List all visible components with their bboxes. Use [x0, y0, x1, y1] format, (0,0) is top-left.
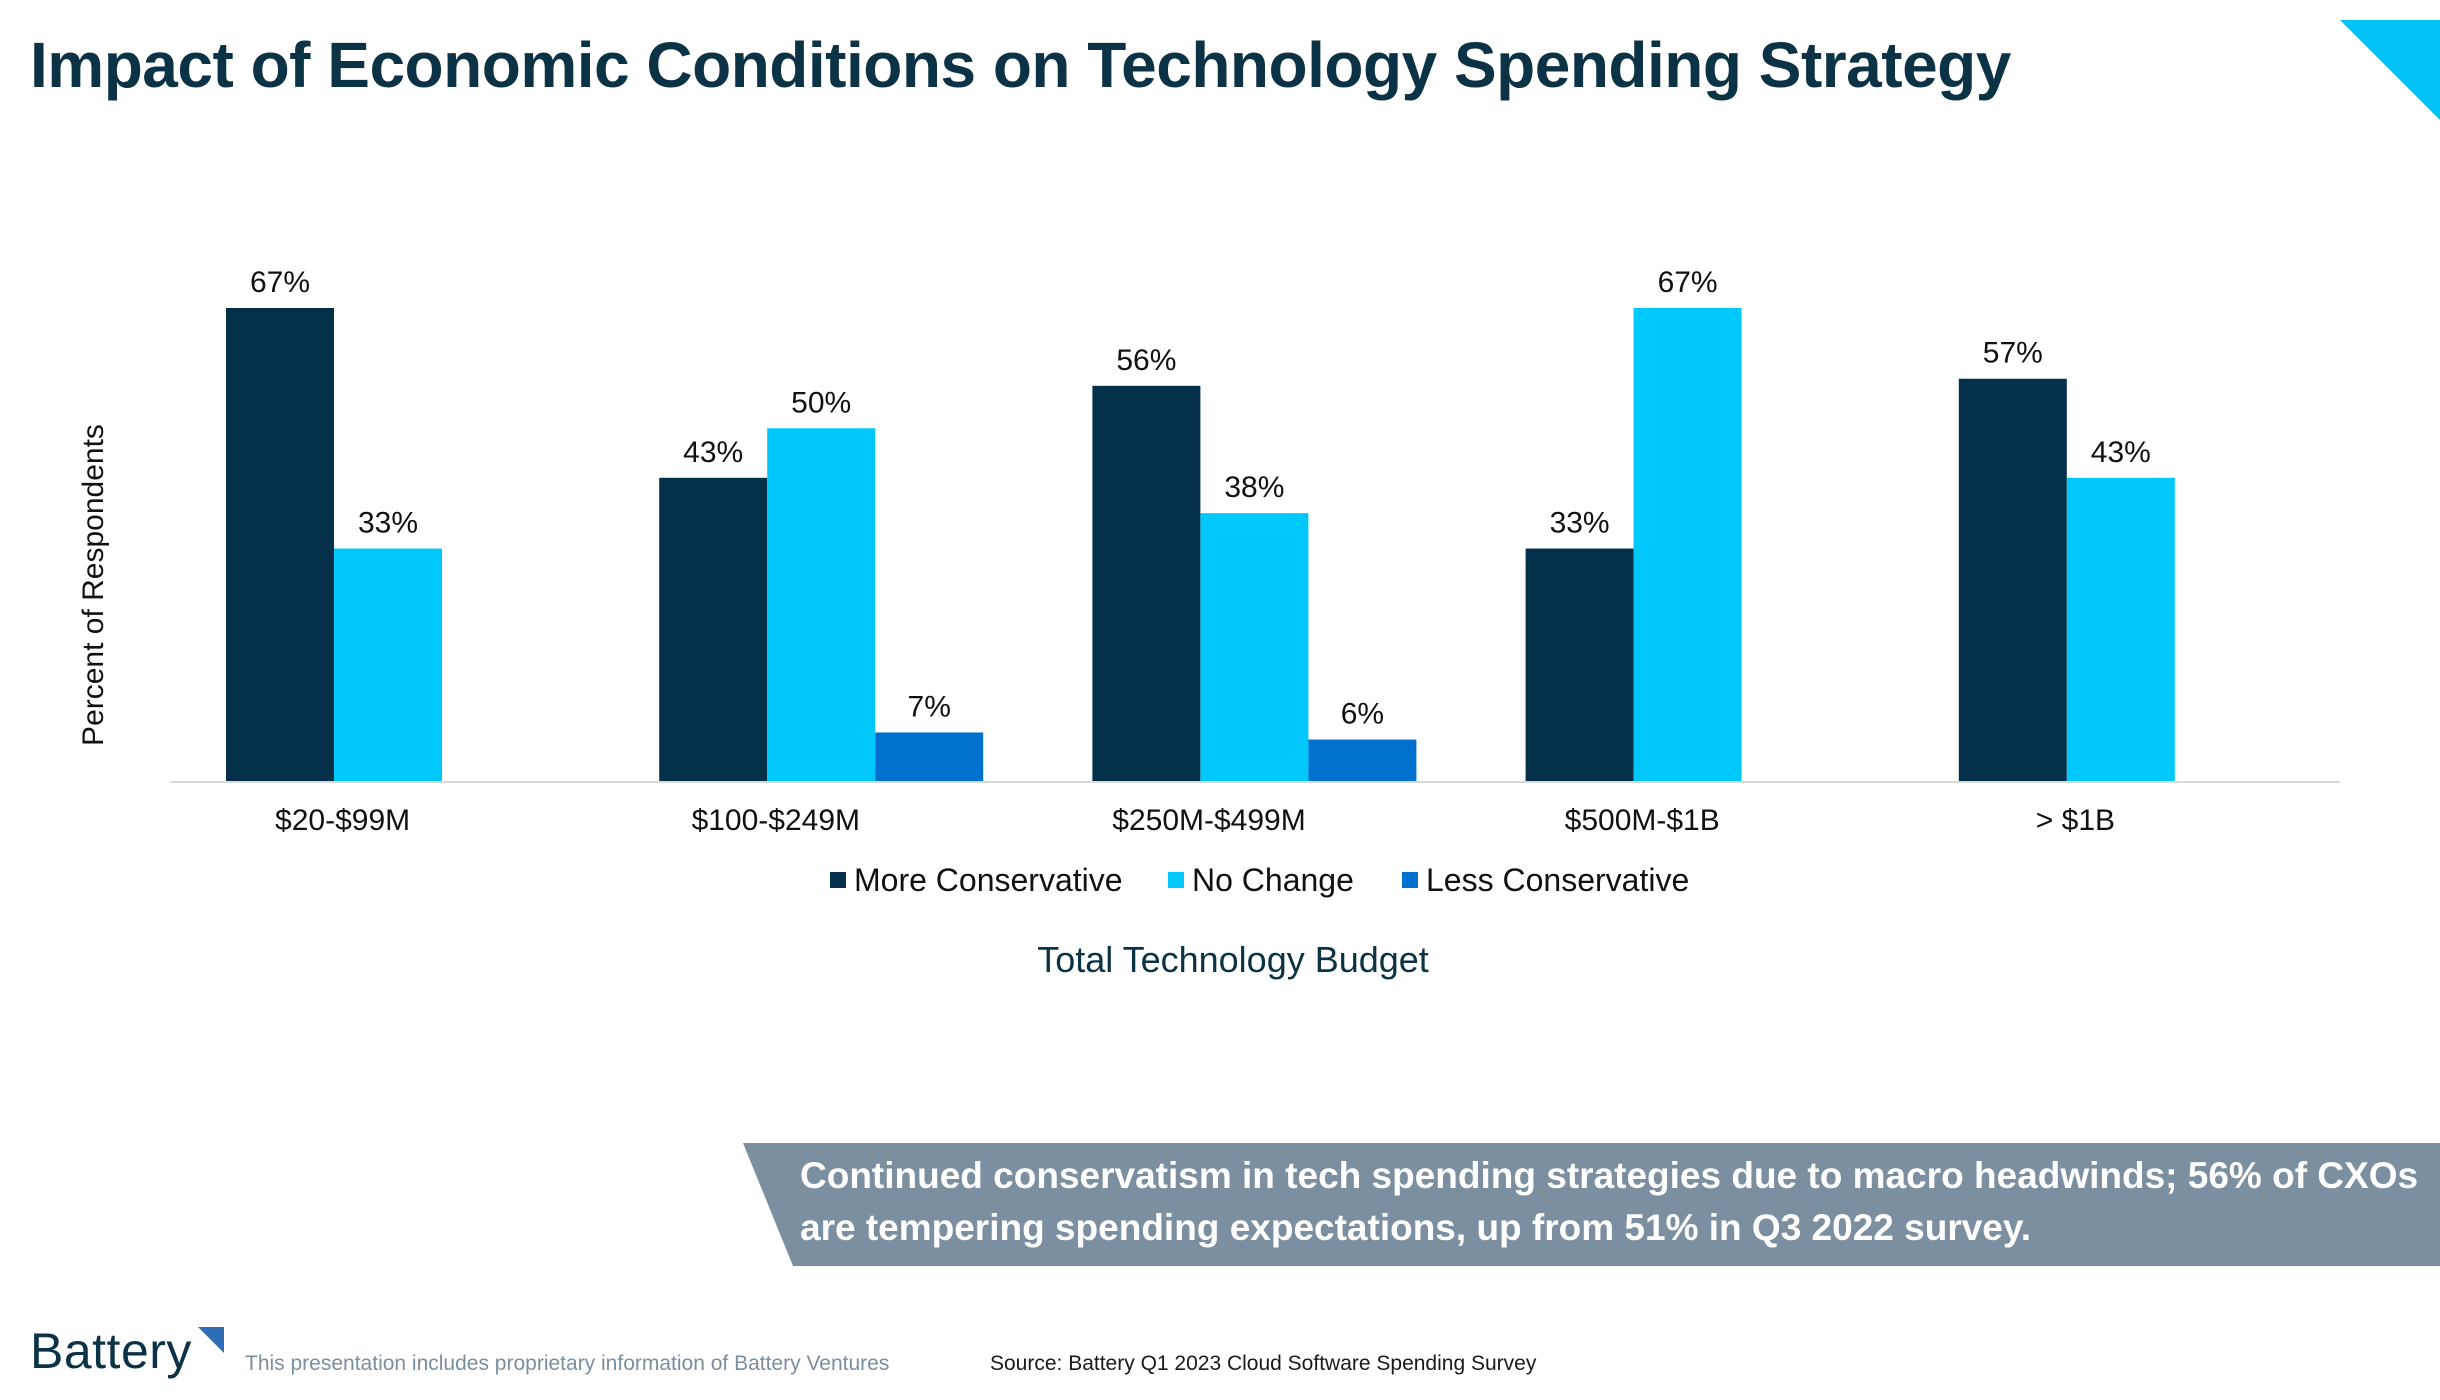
x-tick-label: $20-$99M — [275, 804, 410, 837]
bar-more-conservative-3 — [1525, 548, 1634, 782]
bar-no-change-1 — [767, 428, 876, 782]
x-axis-label: Total Technology Budget — [1037, 939, 1429, 980]
data-label: 38% — [1224, 471, 1284, 504]
callout-text: Continued conservatism in tech spending … — [800, 1155, 2419, 1248]
legend-item-more-conservative: More Conservative — [830, 862, 1123, 898]
data-label: 7% — [908, 690, 951, 723]
data-label: 33% — [358, 507, 418, 540]
data-label: 57% — [1983, 337, 2043, 370]
x-tick-label: > $1B — [2036, 804, 2115, 837]
legend-item-no-change: No Change — [1168, 862, 1354, 898]
legend-label: More Conservative — [854, 862, 1123, 898]
legend-swatch — [830, 872, 846, 888]
data-label: 43% — [2091, 436, 2151, 469]
x-tick-label: $500M-$1B — [1565, 804, 1720, 837]
corner-accent-shape — [2340, 20, 2440, 120]
bar-less-conservative-1 — [875, 732, 984, 782]
bar-no-change-3 — [1633, 308, 1742, 782]
bar-chart: 67% 33% 43% 50% 7% 56% 38% 6% 33% 67% 57% 43% $20-$… — [77, 266, 2340, 980]
y-axis-label: Percent of Respondents — [77, 424, 110, 746]
bar-no-change-4 — [2066, 477, 2175, 782]
bar-more-conservative-1 — [659, 477, 768, 782]
x-tick-label: $250M-$499M — [1112, 804, 1305, 837]
data-label: 67% — [1658, 266, 1718, 299]
legend-swatch — [1402, 872, 1418, 888]
bar-no-change-2 — [1200, 513, 1309, 782]
x-tick-label: $100-$249M — [692, 804, 860, 837]
footer-source: Source: Battery Q1 2023 Cloud Software S… — [990, 1352, 1537, 1375]
bar-less-conservative-2 — [1308, 739, 1417, 782]
callout-box — [743, 1143, 2440, 1266]
data-label: 43% — [683, 436, 743, 469]
bar-more-conservative-4 — [1958, 378, 2067, 782]
data-label: 56% — [1116, 344, 1176, 377]
data-label: 50% — [791, 386, 851, 419]
battery-logo: Battery — [30, 1323, 192, 1379]
page-title: Impact of Economic Conditions on Technol… — [30, 29, 2011, 101]
legend-label: No Change — [1192, 862, 1354, 898]
bar-no-change-0 — [334, 548, 442, 782]
bar-more-conservative-0 — [226, 308, 334, 782]
logo-mark-icon — [198, 1327, 224, 1353]
legend-swatch — [1168, 872, 1184, 888]
footer-disclaimer: This presentation includes proprietary i… — [245, 1352, 890, 1375]
legend-label: Less Conservative — [1426, 862, 1689, 898]
data-label: 67% — [250, 266, 310, 299]
data-label: 33% — [1550, 507, 1610, 540]
data-label: 6% — [1341, 698, 1384, 731]
legend-item-less-conservative: Less Conservative — [1402, 862, 1689, 898]
bar-more-conservative-2 — [1092, 385, 1201, 782]
